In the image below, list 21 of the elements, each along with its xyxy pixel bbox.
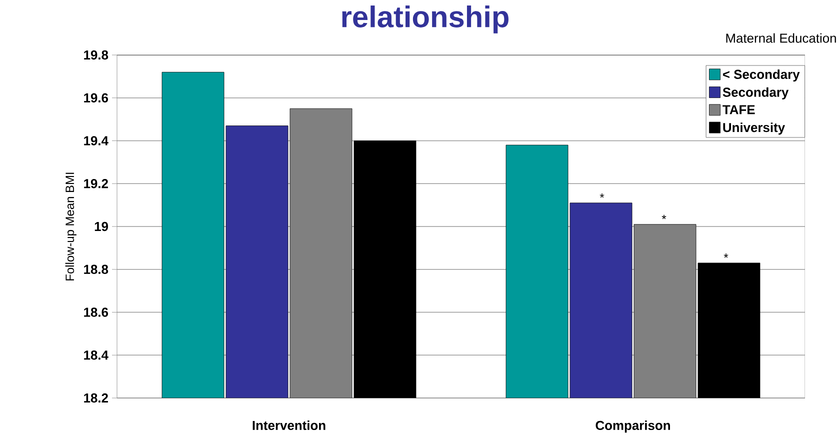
y-tick-label: 19.2	[84, 179, 108, 188]
y-tick-label: 18.6	[84, 308, 108, 317]
legend-label: Secondary	[722, 87, 789, 100]
x-tick-label: Comparison	[596, 420, 670, 433]
legend-label: < Secondary	[722, 69, 800, 82]
y-tick-label: 19.4	[84, 136, 108, 146]
y-tick-label: 18.2	[84, 393, 108, 403]
data-label: *	[724, 254, 728, 258]
x-tick-label: Intervention	[252, 420, 326, 430]
y-tick-label: 18.4	[84, 350, 108, 360]
y-axis-title: Follow-up Mean BMI	[65, 172, 76, 280]
data-label: *	[662, 214, 666, 220]
y-tick-label: 19.8	[84, 50, 108, 60]
chart-title: relationship	[342, 6, 508, 34]
legend-label: TAFE	[722, 105, 755, 114]
data-label: *	[600, 194, 604, 198]
y-tick-label: 18.8	[84, 264, 108, 274]
legend-label: University	[723, 122, 785, 135]
legend-title: Maternal Education	[726, 33, 836, 43]
y-tick-label: 19.6	[84, 93, 108, 102]
y-tick-label: 19	[94, 222, 108, 232]
